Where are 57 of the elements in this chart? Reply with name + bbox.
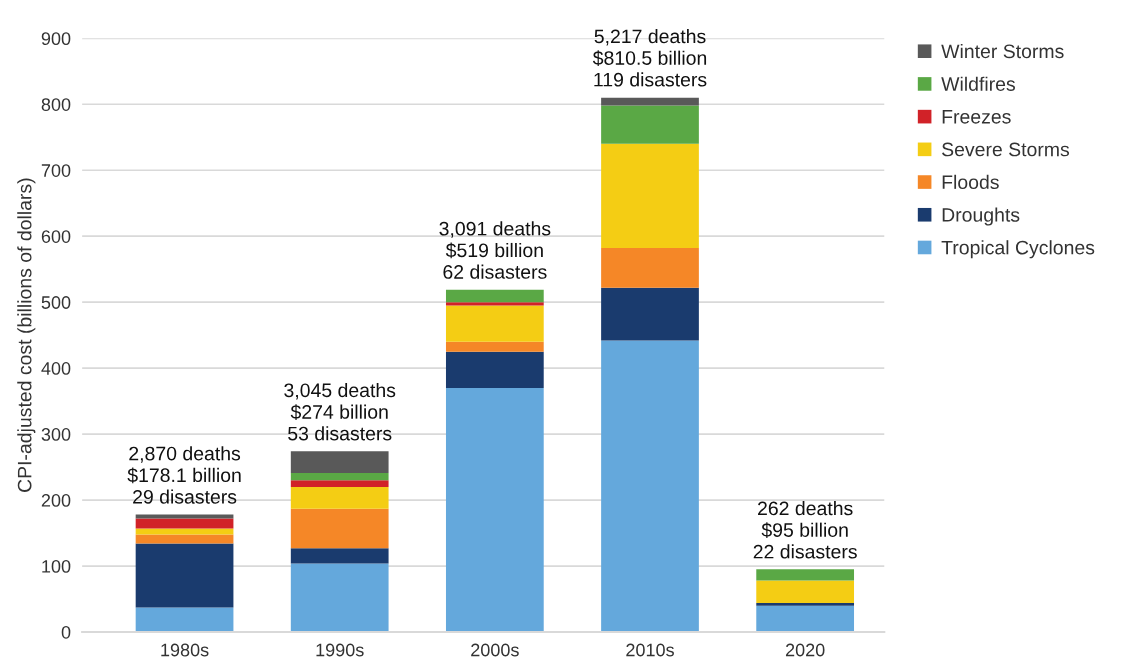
x-tick-label: 2000s [471, 643, 519, 657]
bar [445, 351, 544, 388]
legend-label: Winter Storms [941, 43, 1064, 59]
y-tick-label: 900 [41, 32, 71, 46]
bar [601, 97, 699, 106]
bar [290, 508, 389, 549]
y-tick-label: 0 [61, 625, 71, 639]
bar [135, 518, 234, 529]
legend-label: Freezes [942, 110, 1011, 124]
legend-label: Wildfires [941, 76, 1015, 91]
bar [601, 287, 699, 341]
bar [601, 248, 699, 288]
x-tick-label: 1980s [161, 643, 209, 657]
legend-label: Floods [942, 174, 999, 190]
bar [601, 143, 699, 249]
annotation: 262 deaths $95 billion 22 disasters [753, 500, 857, 559]
bar [135, 543, 234, 608]
annotation: 3,091 deaths $519 billion 62 disasters [439, 221, 551, 279]
bar [290, 480, 389, 487]
y-axis-title: CPI-adjusted cost (billions of dollars) [17, 178, 36, 492]
legend-label: Severe Storms [942, 142, 1070, 157]
bar [756, 569, 855, 581]
legend-label: Tropical Cyclones [941, 240, 1095, 259]
y-tick-label: 600 [41, 230, 71, 243]
y-tick-label: 800 [41, 98, 71, 111]
bar [601, 340, 699, 633]
annotation: 2,870 deaths $178.1 billion 29 disasters [127, 446, 241, 504]
bar [290, 548, 389, 564]
bar [756, 605, 855, 633]
y-tick-label: 700 [41, 164, 71, 177]
x-tick-label: 1990s [316, 643, 364, 657]
bar [445, 341, 544, 352]
y-tick-label: 100 [42, 559, 71, 573]
y-tick-label: 300 [41, 428, 71, 441]
bar [135, 528, 234, 535]
x-tick-label: 2020 [785, 643, 825, 657]
y-tick-label: 400 [41, 362, 71, 375]
annotation: 3,045 deaths $274 billion 53 disasters [284, 382, 396, 441]
bar [756, 580, 855, 603]
bar [290, 563, 389, 633]
bar [135, 514, 234, 519]
y-tick-label: 200 [41, 494, 71, 507]
bar [135, 534, 234, 544]
legend-label: Droughts [942, 207, 1020, 226]
x-tick-label: 2010s [626, 643, 674, 657]
bar [290, 473, 389, 481]
bar [445, 289, 544, 303]
y-tick-label: 500 [41, 296, 71, 309]
bar [756, 602, 855, 606]
bar [445, 387, 544, 633]
annotation: 5,217 deaths $810.5 billion 119 disasters [592, 28, 707, 87]
bar [135, 607, 234, 633]
bar [601, 105, 699, 144]
bar [290, 451, 389, 474]
bar [290, 486, 389, 509]
bar [445, 302, 544, 306]
bar [445, 305, 544, 342]
